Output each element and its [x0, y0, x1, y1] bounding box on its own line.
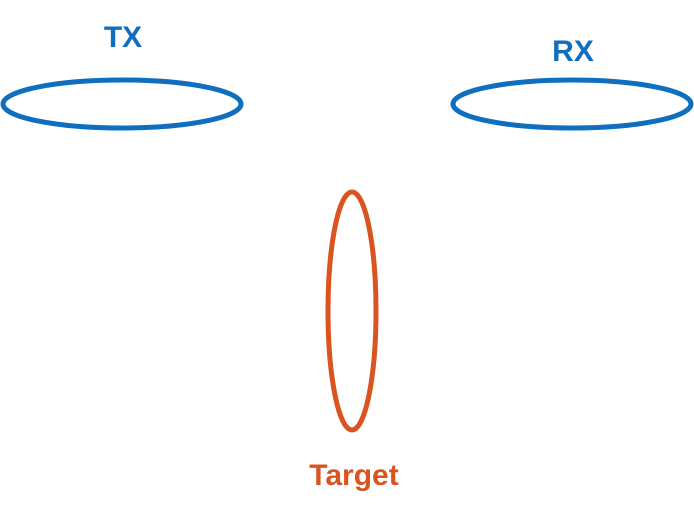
target-object: Target: [309, 189, 399, 492]
rx-loop-shape: [450, 77, 694, 131]
tx-label: TX: [104, 21, 142, 54]
tx-loop-shape: [0, 77, 244, 131]
target-loop-shape: [325, 189, 379, 433]
target-label: Target: [309, 459, 398, 492]
rx-label: RX: [552, 35, 594, 68]
rx-antenna: RX: [450, 35, 694, 131]
tx-antenna: TX: [0, 21, 244, 131]
